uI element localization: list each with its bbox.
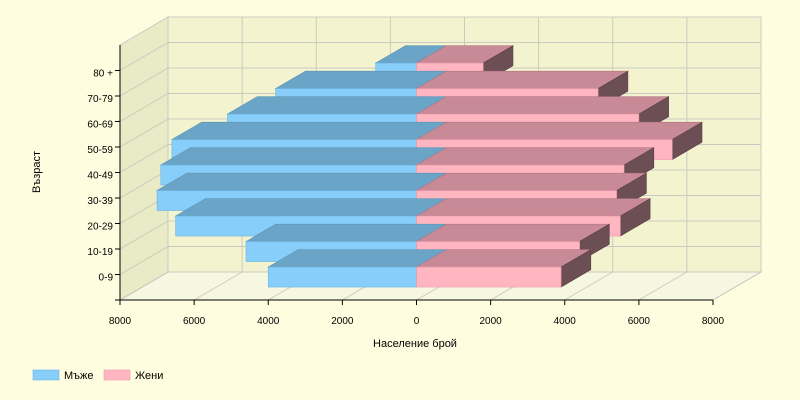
grid-line-side	[119, 67, 169, 97]
grid-line-side	[119, 246, 169, 275]
male-bar-top	[267, 249, 448, 268]
y-tick-label-60-69: 60-69	[87, 120, 113, 131]
male-bar-top	[155, 172, 448, 191]
y-tick-label-0-9: 0-9	[99, 273, 114, 284]
x-tick-label: 8000	[702, 316, 725, 327]
male-bar-top	[226, 96, 448, 115]
female-bar-top	[415, 172, 648, 191]
x-tick-label: 4000	[257, 316, 280, 327]
male-bar	[267, 266, 417, 288]
female-bar-top	[415, 198, 652, 217]
grid-line-floor	[193, 271, 243, 301]
male-bar-top	[174, 198, 448, 217]
grid-line-side	[119, 93, 169, 122]
female-bar-top	[415, 121, 704, 140]
chart-legend: Мъже Жени	[32, 369, 163, 382]
male-bar-top	[170, 121, 448, 140]
grid-line-side	[119, 42, 169, 71]
grid-line-side	[119, 271, 169, 301]
grid-line-side	[119, 144, 169, 173]
x-axis-ticks: 8000 6000 4000 2000 0 2000 4000 6000 8000	[109, 299, 725, 327]
y-tick-label-30-39: 30-39	[87, 196, 113, 207]
x-tick-label: 6000	[628, 316, 651, 327]
y-tick-label-10-19: 10-19	[87, 247, 113, 258]
grid-line-floor	[638, 271, 688, 301]
grid-line-side	[119, 118, 169, 148]
y-tick-label-20-29: 20-29	[87, 222, 113, 233]
legend-label-female: Жени	[135, 370, 163, 382]
grid-line-floor	[564, 271, 614, 301]
legend-swatch-male	[32, 369, 60, 381]
female-bar-top	[415, 223, 611, 242]
grid-line-side	[119, 220, 169, 250]
y-tick-label-50-59: 50-59	[87, 145, 113, 156]
chart-bars	[155, 45, 704, 288]
female-bar	[416, 266, 562, 288]
female-bar-top	[415, 96, 670, 115]
female-bar-top	[415, 249, 592, 268]
y-axis-title: Възраст	[31, 151, 43, 193]
male-bar-top	[159, 147, 448, 166]
grid-line-floor	[712, 271, 762, 301]
legend-swatch-female	[103, 369, 131, 381]
female-bar-top	[415, 70, 629, 89]
x-tick-label: 8000	[109, 316, 132, 327]
male-bar-top	[244, 223, 448, 242]
y-axis-ticks: 0-9 10-19 20-29 30-39 40-49 50-59 60-69 70-79 80…	[87, 45, 121, 301]
x-tick-label: 6000	[183, 316, 206, 327]
y-tick-label-80 +: 80 +	[93, 69, 113, 80]
legend-label-male: Мъже	[64, 370, 94, 382]
bar-group-0-9	[267, 249, 592, 288]
x-tick-label: 2000	[480, 316, 503, 327]
x-tick-label: 0	[414, 316, 420, 327]
x-tick-label: 2000	[331, 316, 354, 327]
x-axis-title: Население брой	[373, 338, 457, 350]
grid-line-side	[119, 169, 169, 199]
x-tick-label: 4000	[554, 316, 577, 327]
y-tick-label-70-79: 70-79	[87, 94, 113, 105]
female-bar-top	[415, 147, 655, 166]
y-tick-label-40-49: 40-49	[87, 171, 113, 182]
